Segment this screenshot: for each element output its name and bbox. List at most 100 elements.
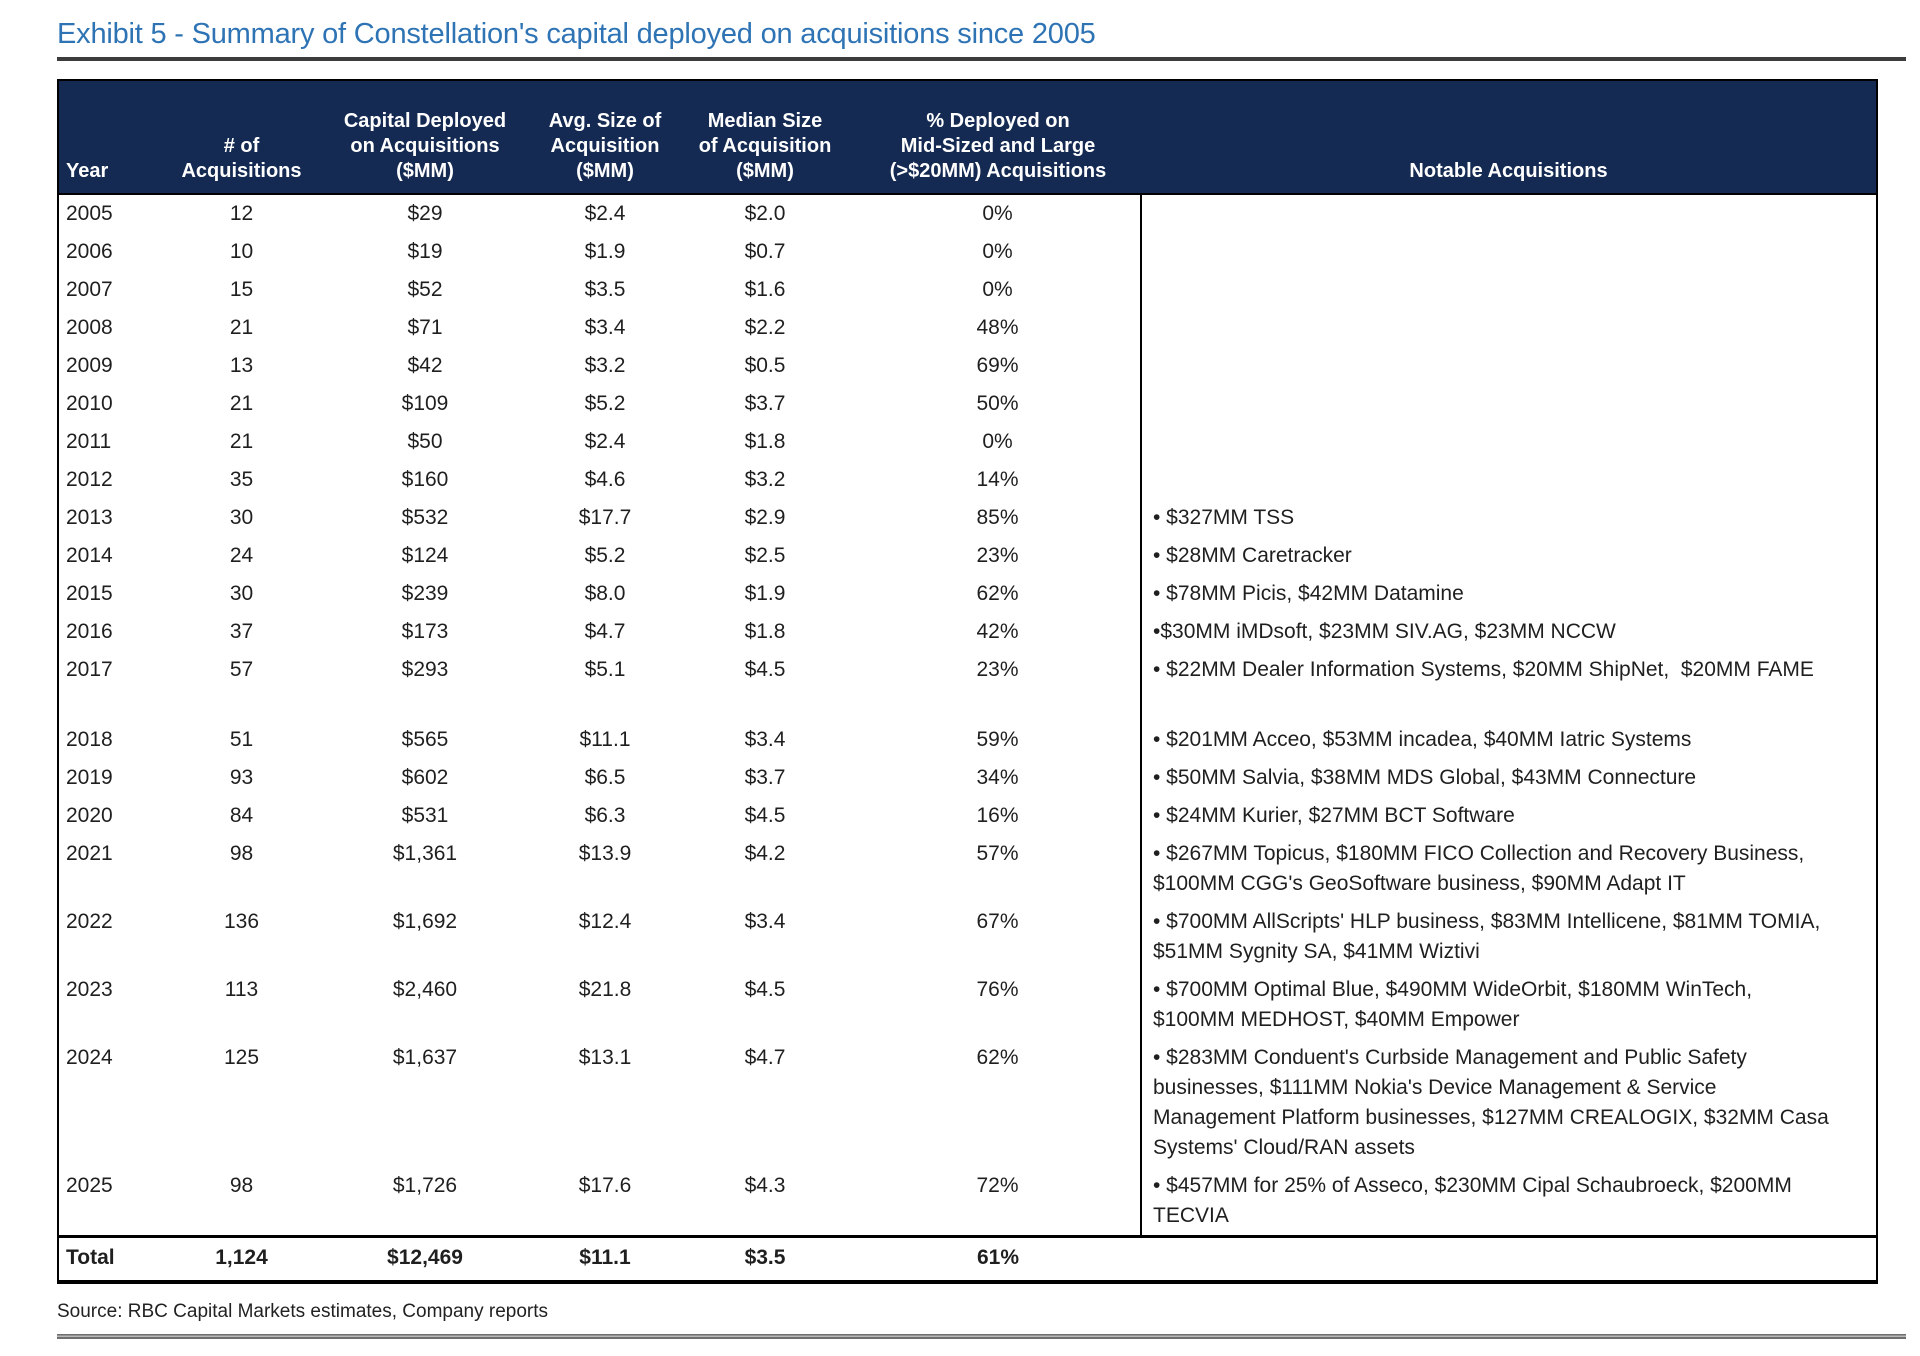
table-row-2020: 2020 84 $531 $6.3 $4.5 16% • $24MM Kurier, $27…: [58, 797, 1877, 835]
total-cell-notable: [1141, 1235, 1877, 1282]
cell-notable: • $24MM Kurier, $27MM BCT Software: [1140, 797, 1877, 835]
cell-pct: 72%: [976, 1174, 1019, 1197]
cell-avg: $3.5: [584, 278, 626, 301]
cell-year: 2024: [66, 1046, 113, 1069]
table-row-2011: 2011 21 $50 $2.4 $1.8 0%: [58, 423, 1877, 461]
cell-num: 93: [229, 766, 254, 789]
cell-num: 98: [229, 842, 254, 865]
cell-num: 21: [229, 316, 254, 339]
table-row-2016: 2016 37 $173 $4.7 $1.8 42% •$30MM iMDsoft, $23…: [58, 613, 1877, 651]
table-body: 2005 12 $29 $2.4 $2.0 0% 2006 10 $19 $1.9 $0.7 0% 20…: [58, 194, 1877, 1237]
cell-median: $4.7: [744, 1046, 786, 1069]
cell-year: 2012: [66, 468, 113, 491]
cell-num: 57: [229, 658, 254, 681]
cell-notable: [1140, 385, 1877, 423]
cell-avg: $8.0: [584, 582, 626, 605]
cell-median: $3.7: [744, 766, 786, 789]
cell-median: $4.5: [744, 804, 786, 827]
cell-median: $2.5: [744, 544, 786, 567]
cell-capital: $109: [401, 392, 449, 415]
cell-median: $3.7: [744, 392, 786, 415]
source-note: Source: RBC Capital Markets estimates, C…: [57, 1301, 549, 1322]
cell-capital: $1,692: [392, 910, 458, 933]
total-cell-year: Total: [58, 1235, 168, 1282]
table-row-2021: 2021 98 $1,361 $13.9 $4.2 57% • $267MM Topicus…: [58, 835, 1877, 903]
header-row: Year # of Acquisitions Capital Deployed on…: [58, 80, 1877, 195]
cell-capital: $50: [407, 430, 443, 453]
cell-avg: $6.3: [584, 804, 626, 827]
cell-notable: [1140, 423, 1877, 461]
cell-avg: $3.2: [584, 354, 626, 377]
cell-capital: $29: [407, 202, 443, 225]
cell-capital: $173: [401, 620, 449, 643]
cell-capital: $1,637: [392, 1046, 458, 1069]
cell-num: 98: [229, 1174, 254, 1197]
cell-capital: $42: [407, 354, 443, 377]
column-header-year: Year: [58, 80, 168, 195]
column-header-capital: Capital Deployed on Acquisitions ($MM): [315, 80, 535, 195]
table-row-2012: 2012 35 $160 $4.6 $3.2 14%: [58, 461, 1877, 499]
cell-pct: 62%: [976, 1046, 1019, 1069]
cell-notable: • $50MM Salvia, $38MM MDS Global, $43MM …: [1140, 759, 1877, 797]
cell-median: $2.2: [744, 316, 786, 339]
cell-year: 2015: [66, 582, 113, 605]
table-row-2006: 2006 10 $19 $1.9 $0.7 0%: [58, 233, 1877, 271]
cell-avg: $11.1: [579, 728, 631, 751]
cell-year: 2006: [66, 240, 113, 263]
cell-year: 2014: [66, 544, 113, 567]
cell-year: 2010: [66, 392, 113, 415]
cell-avg: $4.6: [584, 468, 626, 491]
cell-median: $4.3: [744, 1174, 786, 1197]
cell-notable: • $78MM Picis, $42MM Datamine: [1140, 575, 1877, 613]
cell-avg: $17.7: [578, 506, 632, 529]
cell-year: 2017: [66, 658, 113, 681]
cell-avg: $2.4: [584, 430, 626, 453]
cell-notable: • $22MM Dealer Information Systems, $20M…: [1140, 651, 1877, 721]
cell-num: 24: [229, 544, 254, 567]
cell-median: $1.9: [744, 582, 786, 605]
cell-num: 136: [223, 910, 260, 933]
cell-notable: [1140, 309, 1877, 347]
cell-avg: $5.1: [584, 658, 626, 681]
total-cell-pct: 61%: [855, 1235, 1141, 1282]
cell-median: $1.6: [744, 278, 786, 301]
cell-pct: 14%: [976, 468, 1019, 491]
cell-pct: 59%: [976, 728, 1019, 751]
cell-year: 2021: [66, 842, 113, 865]
cell-median: $1.8: [744, 430, 786, 453]
table-footer: Total 1,124 $12,469 $11.1 $3.5 61%: [58, 1235, 1877, 1282]
cell-capital: $160: [401, 468, 449, 491]
cell-pct: 16%: [976, 804, 1019, 827]
cell-num: 10: [229, 240, 254, 263]
acquisitions-table: Year # of Acquisitions Capital Deployed on…: [57, 79, 1878, 1284]
table-row-2024: 2024 125 $1,637 $13.1 $4.7 62% • $283MM Condue…: [58, 1039, 1877, 1167]
table-row-2023: 2023 113 $2,460 $21.8 $4.5 76% • $700MM Optima…: [58, 971, 1877, 1039]
cell-notable: • $28MM Caretracker: [1140, 537, 1877, 575]
cell-notable: [1140, 233, 1877, 271]
cell-year: 2020: [66, 804, 113, 827]
cell-notable: • $457MM for 25% of Asseco, $230MM Cipal…: [1140, 1167, 1877, 1237]
cell-median: $4.2: [744, 842, 786, 865]
table-row-2008: 2008 21 $71 $3.4 $2.2 48%: [58, 309, 1877, 347]
table-row-2019: 2019 93 $602 $6.5 $3.7 34% • $50MM Salvia, $38…: [58, 759, 1877, 797]
cell-notable: • $700MM AllScripts' HLP business, $83MM…: [1140, 903, 1877, 971]
cell-avg: $6.5: [584, 766, 626, 789]
cell-notable: • $201MM Acceo, $53MM incadea, $40MM Iat…: [1140, 721, 1877, 759]
cell-pct: 50%: [976, 392, 1019, 415]
cell-year: 2019: [66, 766, 113, 789]
cell-num: 15: [229, 278, 254, 301]
cell-notable: [1140, 194, 1877, 233]
table-row-2005: 2005 12 $29 $2.4 $2.0 0%: [58, 194, 1877, 233]
cell-pct: 0%: [982, 202, 1013, 225]
cell-avg: $4.7: [584, 620, 626, 643]
cell-num: 51: [229, 728, 254, 751]
cell-median: $0.7: [744, 240, 786, 263]
title-underline: [57, 57, 1906, 61]
column-header-median: Median Size of Acquisition ($MM): [675, 80, 855, 195]
footer-rule: [57, 1334, 1906, 1339]
cell-capital: $293: [401, 658, 449, 681]
cell-num: 30: [229, 582, 254, 605]
cell-pct: 62%: [976, 582, 1019, 605]
cell-year: 2008: [66, 316, 113, 339]
cell-pct: 85%: [976, 506, 1019, 529]
